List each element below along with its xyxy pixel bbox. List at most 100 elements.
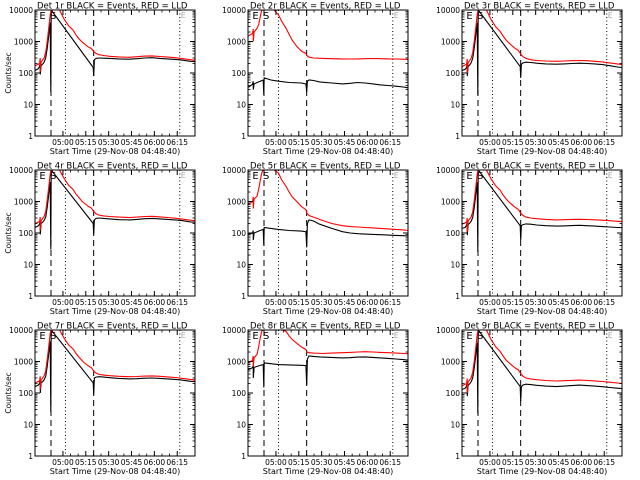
y-tick-label: 1 (28, 452, 33, 461)
marker-e-end: E (394, 11, 399, 20)
marker-s: S (477, 11, 483, 22)
y-tick-label: 10000 (222, 166, 246, 175)
x-axis-label: Start Time (29-Nov-08 04:48:40) (263, 147, 393, 156)
y-tick-label: 1 (28, 132, 33, 141)
x-tick-label: 06:15 (593, 138, 615, 147)
series-lld (248, 330, 408, 367)
series-lld (35, 330, 195, 390)
y-tick-label: 1000 (441, 198, 460, 207)
y-tick-label: 100 (446, 229, 461, 238)
marker-e-end: E (181, 331, 186, 340)
panel-title: Det 3r BLACK = Events, RED = LLD (464, 2, 615, 12)
marker-s: S (477, 331, 483, 342)
x-tick-label: 05:30 (98, 138, 120, 147)
marker-e: E (466, 11, 472, 22)
x-tick-label: 05:30 (311, 298, 333, 307)
y-tick-label: 100 (232, 69, 247, 78)
plot-frame (247, 329, 409, 457)
x-tick-label: 05:45 (121, 138, 143, 147)
x-tick-label: 05:00 (479, 458, 501, 467)
marker-s: S (50, 171, 56, 182)
y-tick-label: 1000 (441, 358, 460, 367)
y-tick-label: 1 (241, 132, 246, 141)
y-axis-label: Counts/sec (4, 52, 13, 93)
x-tick-label: 06:00 (571, 138, 593, 147)
x-tick-label: 05:15 (502, 298, 524, 307)
series-lld (35, 10, 195, 72)
y-tick-label: 100 (232, 229, 247, 238)
x-tick-label: 06:00 (357, 298, 379, 307)
panel-title: Det 5r BLACK = Events, RED = LLD (250, 162, 401, 172)
x-tick-label: 05:30 (525, 458, 547, 467)
marker-e: E (252, 11, 258, 22)
x-tick-label: 06:15 (166, 458, 188, 467)
series-events (248, 355, 408, 388)
y-tick-label: 10000 (222, 6, 246, 15)
marker-s: S (263, 331, 269, 342)
x-tick-label: 06:00 (144, 298, 166, 307)
marker-e: E (39, 331, 45, 342)
y-tick-label: 100 (19, 229, 34, 238)
marker-s: S (50, 11, 56, 22)
series-events (35, 330, 195, 413)
x-tick-label: 05:00 (265, 138, 287, 147)
series-events (248, 219, 408, 248)
y-tick-label: 1 (28, 292, 33, 301)
y-tick-label: 10000 (436, 6, 460, 15)
x-tick-label: 05:00 (479, 138, 501, 147)
series-lld (462, 170, 622, 232)
plot-frame (34, 169, 196, 297)
marker-s: S (263, 11, 269, 22)
x-axis-label: Start Time (29-Nov-08 04:48:40) (50, 307, 180, 316)
x-tick-label: 05:00 (52, 458, 74, 467)
marker-e: E (39, 11, 45, 22)
x-tick-label: 06:00 (571, 458, 593, 467)
x-axis-label: Start Time (29-Nov-08 04:48:40) (477, 307, 607, 316)
panel-title: Det 6r BLACK = Events, RED = LLD (464, 162, 615, 172)
marker-e-end: E (181, 11, 186, 20)
series-events (35, 170, 195, 250)
series-lld (35, 170, 195, 231)
x-tick-label: 06:00 (571, 298, 593, 307)
x-tick-label: 06:15 (593, 298, 615, 307)
y-tick-label: 10000 (9, 166, 33, 175)
y-tick-label: 10 (236, 101, 246, 110)
y-axis-label: Counts/sec (4, 212, 13, 253)
x-tick-label: 05:45 (121, 298, 143, 307)
x-tick-label: 05:45 (334, 138, 356, 147)
y-tick-label: 1000 (14, 38, 33, 47)
x-axis-label: Start Time (29-Nov-08 04:48:40) (50, 467, 180, 476)
y-tick-label: 100 (232, 389, 247, 398)
series-lld (462, 330, 622, 394)
series-events (35, 10, 195, 93)
x-tick-label: 05:30 (98, 298, 120, 307)
marker-e: E (252, 331, 258, 342)
panel-title: Det 1r BLACK = Events, RED = LLD (37, 2, 188, 12)
x-tick-label: 05:45 (334, 458, 356, 467)
panel-title: Det 4r BLACK = Events, RED = LLD (37, 162, 188, 172)
y-tick-label: 10 (23, 101, 33, 110)
y-tick-label: 1000 (227, 38, 246, 47)
marker-e-end: E (394, 331, 399, 340)
y-tick-label: 1 (241, 452, 246, 461)
x-tick-label: 05:00 (52, 298, 74, 307)
x-tick-label: 05:30 (311, 458, 333, 467)
y-tick-label: 10 (450, 261, 460, 270)
x-tick-label: 05:45 (548, 138, 570, 147)
y-tick-label: 1000 (227, 358, 246, 367)
marker-e-end: E (181, 171, 186, 180)
y-tick-label: 1 (455, 132, 460, 141)
plot-frame (34, 9, 196, 137)
x-tick-label: 06:15 (379, 138, 401, 147)
marker-s: S (263, 171, 269, 182)
y-tick-label: 1000 (14, 198, 33, 207)
x-tick-label: 05:00 (265, 458, 287, 467)
y-tick-label: 100 (446, 389, 461, 398)
x-tick-label: 06:00 (357, 458, 379, 467)
plot-frame (34, 329, 196, 457)
